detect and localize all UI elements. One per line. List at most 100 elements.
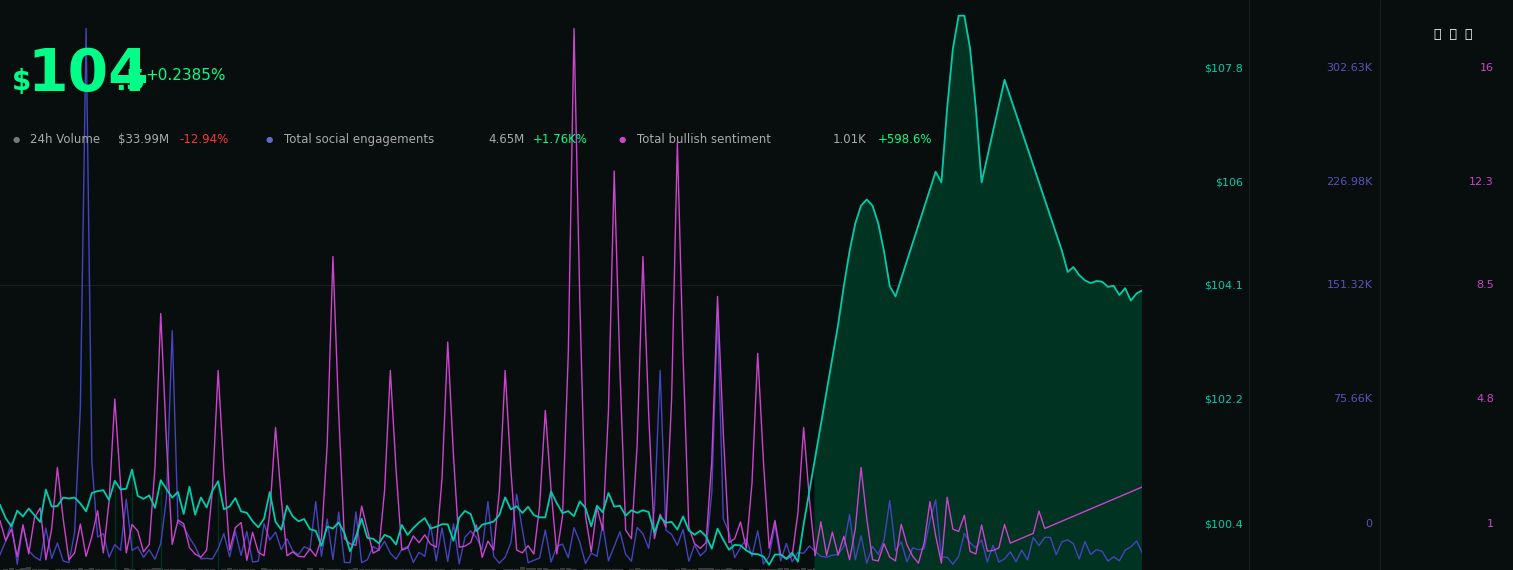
Bar xyxy=(124,568,129,570)
Bar xyxy=(371,569,375,570)
Bar xyxy=(15,569,20,570)
Bar xyxy=(451,568,455,570)
Bar xyxy=(778,568,784,570)
Bar xyxy=(640,569,646,570)
Bar xyxy=(663,569,669,570)
Bar xyxy=(297,569,301,570)
Bar xyxy=(319,568,324,570)
Bar xyxy=(1082,557,1088,570)
Bar xyxy=(457,569,461,570)
Bar xyxy=(1042,559,1047,570)
Bar xyxy=(611,569,617,570)
Bar xyxy=(284,569,289,570)
Text: $102.2: $102.2 xyxy=(1204,394,1242,404)
Bar xyxy=(806,569,812,570)
Bar xyxy=(434,569,439,570)
Bar xyxy=(1106,556,1111,570)
Bar xyxy=(589,569,593,570)
Bar xyxy=(950,564,956,570)
Bar xyxy=(595,569,599,570)
Text: Total social engagements: Total social engagements xyxy=(284,133,434,146)
Bar xyxy=(525,568,531,570)
Text: 12.3: 12.3 xyxy=(1469,177,1493,188)
Bar xyxy=(1088,557,1094,570)
Text: $33.99M: $33.99M xyxy=(118,133,169,146)
Bar xyxy=(480,569,484,570)
Bar xyxy=(554,569,560,570)
Bar xyxy=(710,568,714,570)
Bar xyxy=(979,562,983,570)
Bar xyxy=(410,569,416,570)
Bar xyxy=(985,561,990,570)
Bar xyxy=(67,569,71,570)
Text: +0.2385%: +0.2385% xyxy=(145,68,225,83)
Bar xyxy=(687,569,691,570)
Bar xyxy=(1020,559,1024,570)
Bar xyxy=(864,566,870,570)
Bar xyxy=(244,569,250,570)
Bar xyxy=(605,569,611,570)
Text: +598.6%: +598.6% xyxy=(878,133,932,146)
Bar xyxy=(882,565,887,570)
Bar xyxy=(468,569,474,570)
Bar xyxy=(1129,555,1133,570)
Bar xyxy=(967,563,973,570)
Bar xyxy=(617,569,622,570)
Bar xyxy=(1024,560,1030,570)
Text: 24h Volume: 24h Volume xyxy=(30,133,100,146)
Bar xyxy=(726,568,732,570)
Bar xyxy=(106,569,112,570)
Bar xyxy=(32,569,36,570)
Bar xyxy=(492,569,496,570)
Bar xyxy=(858,567,864,570)
Bar xyxy=(847,567,852,570)
Text: +1.76K%: +1.76K% xyxy=(533,133,587,146)
Bar xyxy=(514,569,519,570)
Bar xyxy=(159,568,163,570)
Text: 8.5: 8.5 xyxy=(1477,280,1493,290)
Bar xyxy=(147,569,151,570)
Bar xyxy=(1059,559,1065,570)
Bar xyxy=(944,563,950,570)
Bar xyxy=(416,568,422,570)
Bar xyxy=(915,564,921,570)
Bar xyxy=(221,569,227,570)
Bar xyxy=(956,563,961,570)
Text: 16: 16 xyxy=(1480,63,1493,74)
Bar xyxy=(537,568,542,570)
Bar xyxy=(531,568,537,570)
Bar xyxy=(996,561,1002,570)
Bar xyxy=(463,569,468,570)
Bar xyxy=(800,568,806,570)
Text: 🔔  📊  🔄: 🔔 📊 🔄 xyxy=(1434,28,1472,42)
Text: 151.32K: 151.32K xyxy=(1327,280,1372,290)
Bar xyxy=(336,569,342,570)
Bar xyxy=(1117,557,1123,570)
Text: 4.65M: 4.65M xyxy=(487,133,523,146)
Bar xyxy=(95,569,100,570)
Bar xyxy=(1133,556,1139,570)
Bar xyxy=(629,569,634,570)
Bar xyxy=(681,568,685,570)
Bar xyxy=(853,567,858,570)
Bar xyxy=(1053,558,1059,570)
Bar xyxy=(634,568,640,570)
Bar xyxy=(1002,561,1008,570)
Bar xyxy=(543,568,548,570)
Text: ●: ● xyxy=(619,135,626,144)
Bar xyxy=(1008,560,1012,570)
Bar xyxy=(393,568,398,570)
Text: 4.8: 4.8 xyxy=(1477,394,1493,404)
Text: .5: .5 xyxy=(115,68,145,96)
Bar xyxy=(934,564,938,570)
Bar xyxy=(278,569,284,570)
Bar xyxy=(796,569,800,570)
Bar xyxy=(732,569,737,570)
Bar xyxy=(962,562,967,570)
Bar xyxy=(77,568,83,570)
Bar xyxy=(176,569,180,570)
Bar xyxy=(54,569,61,570)
Bar xyxy=(825,566,829,570)
Bar xyxy=(767,569,772,570)
Text: -12.94%: -12.94% xyxy=(179,133,228,146)
